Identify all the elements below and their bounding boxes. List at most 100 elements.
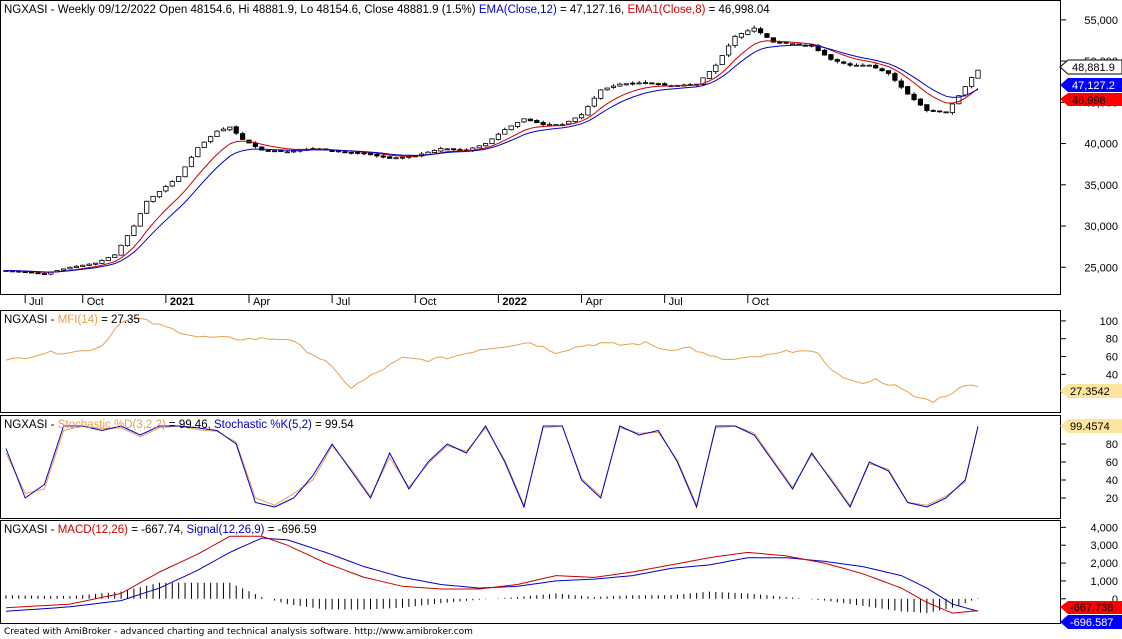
price-candle bbox=[566, 120, 572, 125]
price-candle bbox=[828, 54, 834, 60]
price-candle bbox=[105, 257, 111, 262]
price-candle bbox=[374, 154, 380, 157]
price-candle bbox=[860, 64, 866, 67]
stoch-pane[interactable] bbox=[0, 415, 1061, 519]
price-candle bbox=[745, 30, 751, 35]
svg-text:27.3542: 27.3542 bbox=[1070, 386, 1110, 398]
macd-y-tick-label: 4,000 bbox=[1090, 522, 1118, 534]
price-candle bbox=[342, 151, 348, 154]
mfi-y-tick-label: 80 bbox=[1106, 334, 1118, 346]
price-candle bbox=[521, 118, 527, 123]
price-candle bbox=[572, 117, 578, 122]
stoch-y-tick-label: 40 bbox=[1106, 475, 1118, 487]
stoch-k-label: Stochastic %K(5,2) bbox=[214, 419, 312, 431]
price-candle bbox=[578, 114, 585, 119]
price-candle bbox=[201, 141, 207, 148]
price-candle bbox=[943, 111, 949, 114]
price-candle bbox=[662, 83, 668, 86]
ema1-tag: 46,998 bbox=[1060, 93, 1122, 107]
price-candle bbox=[604, 87, 610, 91]
macd-title: NGXASI - MACD(12,26) = -667.74, Signal(1… bbox=[4, 524, 317, 536]
price-candle bbox=[60, 268, 67, 271]
price-candle bbox=[508, 125, 514, 131]
ema-label: EMA(Close,12) bbox=[479, 4, 557, 16]
price-candle bbox=[284, 151, 290, 154]
price-y-tick-label: 25,000 bbox=[1084, 262, 1118, 274]
price-candle bbox=[546, 124, 553, 126]
price-candle bbox=[617, 83, 623, 87]
price-candle bbox=[834, 59, 840, 62]
x-axis-label: Jul bbox=[669, 296, 683, 308]
price-candle bbox=[495, 133, 501, 140]
price-candle bbox=[789, 43, 796, 46]
mfi-pane[interactable] bbox=[0, 310, 1061, 413]
price-candle bbox=[182, 166, 188, 178]
x-axis-label: Oct bbox=[419, 296, 436, 308]
mfi-label: MFI(14) bbox=[58, 314, 98, 326]
price-candle bbox=[476, 145, 482, 149]
price-candle bbox=[719, 55, 725, 65]
price-candle bbox=[335, 150, 342, 153]
price-candle bbox=[630, 82, 636, 85]
svg-text:-696.587: -696.587 bbox=[1070, 617, 1113, 629]
price-candle bbox=[176, 176, 182, 182]
price-candle bbox=[738, 33, 744, 38]
price-candle bbox=[80, 264, 86, 267]
price-candle bbox=[124, 235, 131, 247]
svg-text:46,998: 46,998 bbox=[1072, 95, 1106, 107]
price-candle bbox=[240, 133, 246, 140]
macd-label: MACD(12,26) bbox=[58, 524, 128, 536]
price-candle bbox=[841, 61, 847, 64]
price-candle bbox=[905, 86, 911, 95]
price-candle bbox=[873, 64, 879, 69]
mfi-y-tick-label: 100 bbox=[1100, 316, 1118, 328]
price-candle bbox=[937, 110, 943, 113]
price-candle bbox=[86, 263, 92, 266]
price-candle bbox=[591, 97, 597, 107]
price-y-tick-label: 40,000 bbox=[1084, 139, 1118, 151]
price-candle bbox=[527, 118, 533, 122]
price-candle bbox=[355, 152, 361, 154]
price-candle bbox=[451, 148, 457, 151]
price-candle bbox=[271, 150, 278, 153]
macd-y-tick-label: 3,000 bbox=[1090, 540, 1118, 552]
x-axis-label: Apr bbox=[253, 296, 270, 308]
price-candle bbox=[777, 41, 783, 44]
macd-y-tick-label: 0 bbox=[1112, 594, 1118, 606]
price-candle bbox=[150, 195, 156, 202]
macd-y-tick-label: 1,000 bbox=[1090, 576, 1118, 588]
price-candle bbox=[214, 130, 220, 137]
ema1-label: EMA1(Close,8) bbox=[627, 4, 705, 16]
price-candle bbox=[751, 27, 757, 32]
svg-text:47,127.2: 47,127.2 bbox=[1072, 80, 1115, 92]
x-axis-label: 2021 bbox=[170, 296, 194, 308]
price-candle bbox=[278, 150, 284, 152]
price-candle bbox=[956, 95, 962, 105]
price-candle bbox=[885, 70, 892, 74]
price-candle bbox=[188, 156, 195, 168]
price-candle bbox=[502, 129, 508, 135]
price-candle bbox=[975, 69, 981, 79]
price-candle bbox=[259, 146, 265, 151]
price-candle bbox=[726, 45, 732, 56]
price-candle bbox=[623, 83, 629, 86]
stoch-d-label: Stochastic %D(3,2,2) bbox=[58, 419, 166, 431]
price-candle bbox=[406, 156, 412, 158]
price-candle bbox=[444, 148, 450, 151]
macd-line bbox=[5, 535, 979, 614]
stoch-title: NGXASI - Stochastic %D(3,2,2) = 99.46, S… bbox=[4, 419, 354, 431]
price-candle bbox=[534, 120, 540, 124]
price-candle bbox=[949, 103, 956, 113]
price-candle bbox=[764, 33, 770, 38]
price-candle bbox=[930, 110, 936, 112]
price-candle bbox=[387, 156, 393, 159]
price-candle bbox=[131, 225, 137, 236]
price-candle bbox=[655, 83, 661, 85]
price-candle bbox=[73, 265, 79, 268]
stoch-y-tick-label: 20 bbox=[1106, 493, 1118, 505]
price-candle bbox=[265, 150, 271, 152]
price-candle bbox=[732, 35, 738, 46]
price-pane[interactable] bbox=[0, 0, 1061, 295]
x-axis-label: Oct bbox=[87, 296, 104, 308]
price-candle bbox=[610, 85, 617, 88]
